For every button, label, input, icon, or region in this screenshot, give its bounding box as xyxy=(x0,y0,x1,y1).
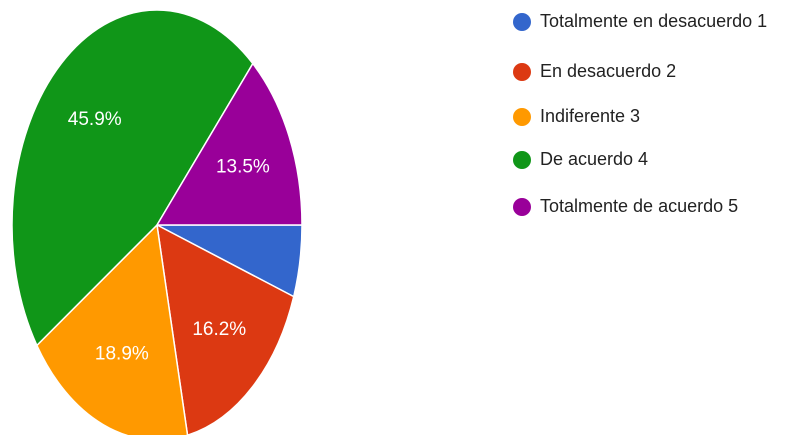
pie-slice xyxy=(156,223,295,435)
legend-label: En desacuerdo 2 xyxy=(540,61,676,81)
slice-label: 16.2% xyxy=(192,319,246,340)
legend-swatch xyxy=(513,198,531,216)
legend-label: Indiferente 3 xyxy=(540,106,640,126)
slice-label: 13.5% xyxy=(216,156,270,177)
pie-slice xyxy=(35,223,189,435)
legend-label: Totalmente en desacuerdo 1 xyxy=(540,11,767,31)
legend-label: De acuerdo 4 xyxy=(540,149,648,169)
legend-swatch xyxy=(513,63,531,81)
legend-swatch xyxy=(513,108,531,126)
pie-slice xyxy=(11,9,254,347)
slice-label: 45.9% xyxy=(68,109,122,130)
pie-slice xyxy=(155,62,303,226)
legend-swatch xyxy=(513,13,531,31)
legend-label: Totalmente de acuerdo 5 xyxy=(540,196,738,216)
legend-swatch xyxy=(513,151,531,169)
slice-label: 18.9% xyxy=(95,344,149,365)
